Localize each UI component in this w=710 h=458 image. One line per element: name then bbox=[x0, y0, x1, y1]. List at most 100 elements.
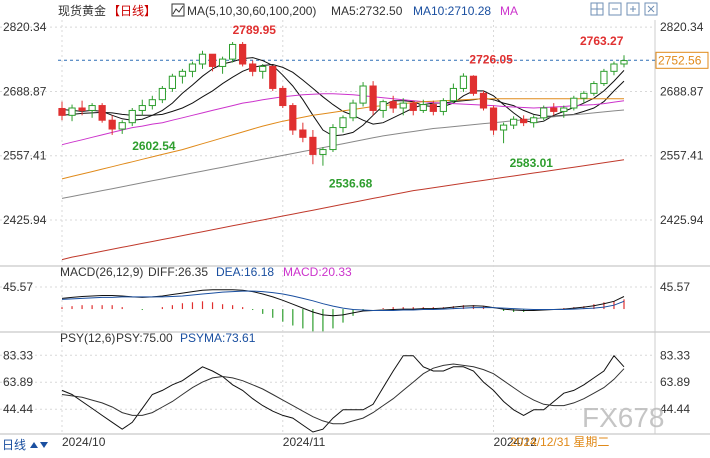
macd-y-tick-right: 45.57 bbox=[660, 280, 690, 294]
candle-body[interactable] bbox=[409, 102, 417, 111]
candle-body[interactable] bbox=[148, 99, 156, 107]
grid-layer bbox=[0, 20, 710, 435]
candle-body[interactable] bbox=[590, 83, 598, 94]
candle-body[interactable] bbox=[158, 87, 166, 101]
minus-box-icon[interactable] bbox=[608, 2, 622, 16]
candle-body[interactable] bbox=[198, 53, 207, 65]
candle-body[interactable] bbox=[329, 127, 337, 151]
candle-body[interactable] bbox=[509, 118, 518, 126]
candle-body[interactable] bbox=[108, 119, 116, 130]
candle-body[interactable] bbox=[218, 58, 227, 67]
x-tick-label: 2024/12 bbox=[494, 435, 538, 449]
candlestick-series[interactable] bbox=[58, 42, 628, 166]
ma5-value: MA5:2732.50 bbox=[331, 4, 403, 18]
candle-body[interactable] bbox=[98, 105, 106, 121]
candle-body[interactable] bbox=[349, 102, 357, 119]
y-tick-label-right: 2688.87 bbox=[660, 84, 704, 98]
candle-body[interactable] bbox=[419, 104, 427, 111]
candle-body[interactable] bbox=[188, 63, 197, 72]
y-tick-label-left: 2557.41 bbox=[3, 149, 47, 163]
candle-body[interactable] bbox=[319, 149, 327, 155]
candle-body[interactable] bbox=[208, 53, 217, 67]
current-price-box bbox=[655, 51, 709, 69]
macd-diff-value: DIFF:26.35 bbox=[148, 265, 208, 279]
candle-body[interactable] bbox=[389, 101, 397, 109]
candle-body[interactable] bbox=[479, 92, 488, 109]
candle-body[interactable] bbox=[530, 117, 538, 124]
candle-body[interactable] bbox=[439, 100, 447, 112]
candle-body[interactable] bbox=[570, 97, 578, 109]
candle-body[interactable] bbox=[279, 87, 287, 107]
y-tick-label-right: 2820.34 bbox=[660, 20, 704, 34]
ma-toggle-icon[interactable] bbox=[171, 3, 185, 17]
candle-body[interactable] bbox=[369, 85, 377, 111]
candle-body[interactable] bbox=[540, 107, 548, 119]
period-selector[interactable]: 日线 bbox=[2, 438, 26, 452]
candle-body[interactable] bbox=[249, 63, 257, 72]
psy-label: PSY(12,6) bbox=[60, 331, 115, 345]
candle-body[interactable] bbox=[580, 92, 588, 99]
candle-body[interactable] bbox=[58, 107, 66, 116]
candle-body[interactable] bbox=[339, 117, 347, 129]
grid-icon[interactable] bbox=[590, 2, 604, 16]
ma-more[interactable]: MA bbox=[500, 4, 518, 18]
y-tick-label-right: 2557.41 bbox=[660, 149, 704, 163]
candle-body[interactable] bbox=[309, 136, 317, 155]
y-tick-label-left: 2820.34 bbox=[3, 20, 47, 34]
candle-body[interactable] bbox=[610, 63, 618, 72]
ma-line-ma200 bbox=[61, 159, 625, 261]
candle-body[interactable] bbox=[489, 107, 498, 131]
plus-box-icon[interactable] bbox=[626, 2, 640, 16]
candle-body[interactable] bbox=[128, 109, 136, 124]
candle-body[interactable] bbox=[118, 122, 126, 130]
candle-body[interactable] bbox=[168, 75, 177, 89]
ma-line-icon bbox=[172, 5, 184, 15]
period-down-arrow-icon[interactable] bbox=[40, 442, 48, 448]
ma-label: MA(5,10,30,60,100,200) bbox=[187, 4, 316, 18]
candle-body[interactable] bbox=[359, 85, 367, 104]
annotation-low: 2583.01 bbox=[510, 156, 554, 170]
candle-body[interactable] bbox=[299, 129, 307, 138]
candle-body[interactable] bbox=[138, 105, 146, 111]
candle-body[interactable] bbox=[459, 75, 468, 89]
period-up-arrow-icon[interactable] bbox=[30, 442, 38, 448]
annotation-low: 2536.68 bbox=[329, 177, 373, 191]
candle-body[interactable] bbox=[379, 101, 387, 111]
candle-body[interactable] bbox=[68, 107, 76, 116]
candle-body[interactable] bbox=[399, 102, 407, 109]
candle-body[interactable] bbox=[228, 43, 237, 60]
candle-body[interactable] bbox=[88, 105, 96, 111]
macd-macd-value: MACD:20.33 bbox=[283, 265, 352, 279]
candle-body[interactable] bbox=[560, 107, 568, 112]
psy-y-tick-right: 83.33 bbox=[660, 348, 690, 362]
candle-body[interactable] bbox=[239, 43, 247, 65]
date-tag: 2024/12/31 星期二 bbox=[510, 435, 609, 449]
candle-body[interactable] bbox=[78, 107, 86, 111]
candle-body[interactable] bbox=[600, 70, 608, 85]
psy-y-tick-left: 83.33 bbox=[3, 348, 33, 362]
annotation-low: 2602.54 bbox=[132, 139, 176, 153]
candle-body[interactable] bbox=[429, 104, 437, 112]
axis-labels: 2820.34 2820.34 2688.87 2688.87 2557.41 2557.… bbox=[3, 20, 709, 449]
close-box-icon[interactable] bbox=[644, 2, 658, 16]
y-tick-label-left: 2425.94 bbox=[3, 213, 47, 227]
candle-body[interactable] bbox=[499, 124, 508, 131]
candle-body[interactable] bbox=[620, 60, 628, 65]
watermark: FX678 bbox=[582, 402, 665, 433]
candle-body[interactable] bbox=[550, 107, 558, 112]
annotation-high: 2726.05 bbox=[469, 52, 513, 66]
candle-body[interactable] bbox=[178, 70, 187, 77]
toolbar bbox=[590, 2, 658, 16]
macd-panel: 45.57 45.57 bbox=[0, 280, 690, 332]
period-tag[interactable]: 【日线】 bbox=[108, 4, 156, 18]
candle-body[interactable] bbox=[269, 65, 277, 89]
candle-body[interactable] bbox=[289, 105, 297, 131]
candle-body[interactable] bbox=[259, 65, 267, 72]
psy-line bbox=[61, 354, 625, 433]
psy-y-tick-left: 44.44 bbox=[3, 402, 33, 416]
candle-body[interactable] bbox=[520, 118, 528, 124]
candle-body[interactable] bbox=[449, 87, 458, 102]
candle-body[interactable] bbox=[469, 75, 478, 94]
psyma-value: PSYMA:73.61 bbox=[180, 331, 256, 345]
